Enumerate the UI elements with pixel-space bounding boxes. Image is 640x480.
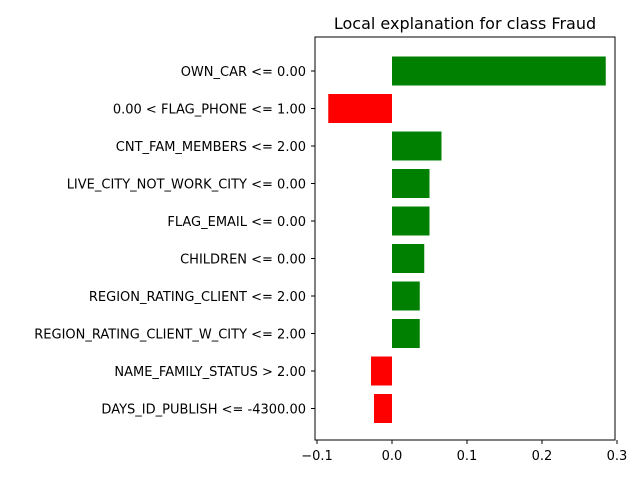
bar-2 bbox=[392, 131, 442, 161]
axes-frame bbox=[314, 36, 616, 441]
category-label: 0.00 < FLAG_PHONE <= 1.00 bbox=[113, 103, 306, 118]
chart-title: Local explanation for class Fraud bbox=[334, 14, 596, 33]
x-tick-label: 0.1 bbox=[457, 449, 478, 464]
category-label: OWN_CAR <= 0.00 bbox=[181, 65, 306, 80]
bar-4 bbox=[392, 206, 430, 236]
category-label: REGION_RATING_CLIENT_W_CITY <= 2.00 bbox=[34, 328, 306, 343]
bar-0 bbox=[392, 56, 606, 86]
category-label: FLAG_EMAIL <= 0.00 bbox=[167, 215, 306, 230]
category-label: REGION_RATING_CLIENT <= 2.00 bbox=[89, 290, 306, 305]
category-label: NAME_FAMILY_STATUS > 2.00 bbox=[114, 365, 306, 380]
category-label: DAYS_ID_PUBLISH <= -4300.00 bbox=[101, 403, 306, 418]
bar-5 bbox=[392, 244, 425, 273]
bar-1 bbox=[328, 94, 392, 123]
x-ticks-group: −0.1 0.0 0.1 0.2 0.3 bbox=[301, 440, 627, 464]
bars-group bbox=[328, 56, 606, 423]
x-tick-label: 0.0 bbox=[382, 449, 403, 464]
x-tick-label: −0.1 bbox=[301, 449, 333, 464]
category-label: CHILDREN <= 0.00 bbox=[180, 253, 306, 268]
bar-7 bbox=[392, 319, 420, 348]
bar-6 bbox=[392, 281, 420, 311]
x-tick-label: 0.3 bbox=[607, 449, 628, 464]
x-tick-label: 0.2 bbox=[532, 449, 553, 464]
bar-8 bbox=[371, 356, 392, 386]
category-labels-group: OWN_CAR <= 0.00 0.00 < FLAG_PHONE <= 1.00… bbox=[34, 65, 315, 418]
bar-3 bbox=[392, 169, 430, 198]
category-label: CNT_FAM_MEMBERS <= 2.00 bbox=[116, 140, 306, 155]
bar-9 bbox=[374, 394, 392, 423]
category-label: LIVE_CITY_NOT_WORK_CITY <= 0.00 bbox=[67, 178, 306, 193]
